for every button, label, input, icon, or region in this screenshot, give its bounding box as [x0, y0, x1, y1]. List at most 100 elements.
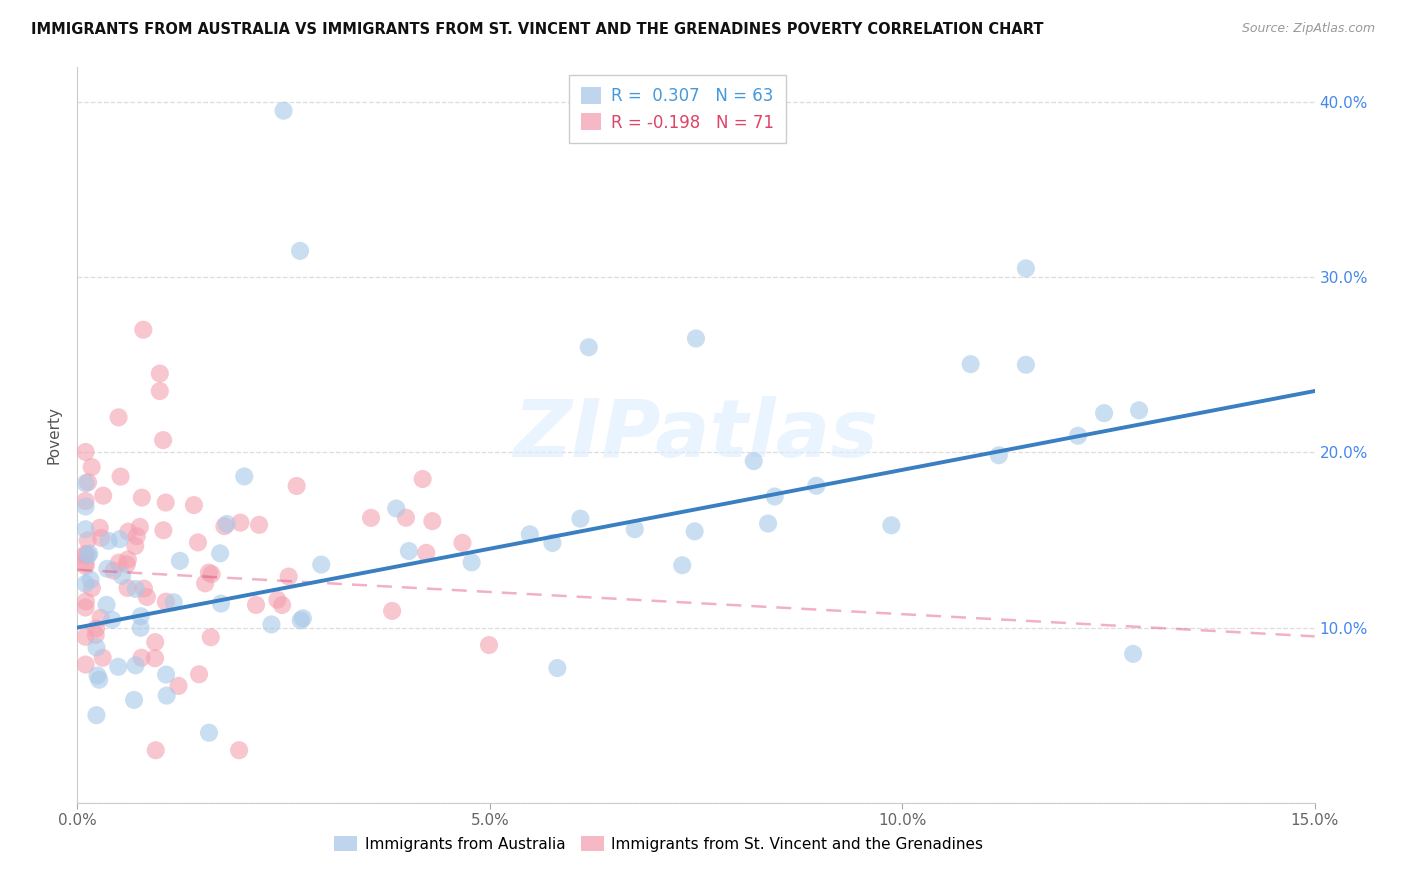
Point: [110, 469, 132, 483]
Point: [145, 743, 167, 757]
Point: [117, 581, 139, 595]
Point: [128, 520, 150, 534]
Point: [247, 517, 270, 532]
Point: [451, 536, 474, 550]
Point: [209, 597, 232, 611]
Point: [75, 577, 97, 591]
Point: [125, 582, 148, 596]
Point: [266, 592, 288, 607]
Point: [117, 552, 139, 566]
Point: [124, 658, 146, 673]
Point: [143, 651, 166, 665]
Point: [578, 340, 600, 354]
Point: [86, 640, 108, 655]
Point: [107, 410, 129, 425]
Point: [77, 548, 100, 562]
Point: [76, 533, 98, 548]
Point: [77, 547, 100, 561]
Point: [90, 611, 112, 625]
Point: [169, 554, 191, 568]
Point: [156, 689, 179, 703]
Point: [880, 518, 903, 533]
Point: [125, 529, 148, 543]
Point: [108, 556, 131, 570]
Point: [152, 433, 174, 447]
Point: [541, 536, 564, 550]
Point: [152, 523, 174, 537]
Point: [1128, 403, 1150, 417]
Point: [285, 479, 308, 493]
Point: [131, 491, 153, 505]
Point: [129, 609, 152, 624]
Point: [569, 511, 592, 525]
Point: [194, 576, 217, 591]
Point: [309, 558, 332, 572]
Point: [546, 661, 568, 675]
Point: [84, 628, 107, 642]
Point: [75, 476, 97, 491]
Point: [75, 445, 97, 459]
Point: [290, 614, 312, 628]
Point: [183, 498, 205, 512]
Point: [107, 660, 129, 674]
Point: [115, 558, 138, 572]
Point: [124, 539, 146, 553]
Point: [422, 514, 444, 528]
Point: [80, 581, 103, 595]
Point: [89, 673, 111, 687]
Point: [519, 527, 541, 541]
Point: [155, 667, 177, 681]
Point: [135, 590, 157, 604]
Point: [1067, 429, 1090, 443]
Point: [215, 516, 238, 531]
Point: [75, 500, 97, 514]
Point: [97, 533, 120, 548]
Point: [959, 357, 981, 371]
Y-axis label: Poverty: Poverty: [46, 406, 62, 464]
Point: [398, 544, 420, 558]
Point: [132, 582, 155, 596]
Point: [75, 559, 97, 574]
Point: [122, 693, 145, 707]
Point: [101, 613, 124, 627]
Point: [75, 556, 97, 570]
Point: [75, 494, 97, 508]
Point: [395, 510, 418, 524]
Point: [117, 524, 139, 539]
Point: [86, 708, 108, 723]
Point: [1122, 647, 1144, 661]
Point: [214, 519, 236, 533]
Point: [198, 725, 221, 739]
Point: [756, 516, 779, 531]
Point: [163, 595, 186, 609]
Point: [291, 611, 314, 625]
Point: [200, 630, 222, 644]
Point: [149, 384, 172, 398]
Point: [75, 594, 97, 608]
Point: [188, 667, 211, 681]
Point: [228, 743, 250, 757]
Point: [75, 549, 97, 563]
Point: [685, 331, 707, 345]
Point: [1015, 358, 1038, 372]
Point: [288, 244, 311, 258]
Point: [91, 489, 114, 503]
Point: [155, 595, 177, 609]
Point: [385, 501, 408, 516]
Point: [129, 621, 152, 635]
Point: [763, 490, 786, 504]
Point: [412, 472, 434, 486]
Text: Source: ZipAtlas.com: Source: ZipAtlas.com: [1241, 22, 1375, 36]
Point: [360, 511, 382, 525]
Point: [77, 475, 100, 490]
Point: [84, 622, 107, 636]
Point: [198, 566, 221, 580]
Point: [75, 630, 97, 644]
Point: [149, 367, 172, 381]
Point: [108, 532, 131, 546]
Point: [80, 460, 103, 475]
Point: [201, 567, 224, 582]
Point: [271, 598, 294, 612]
Point: [79, 573, 101, 587]
Point: [86, 668, 108, 682]
